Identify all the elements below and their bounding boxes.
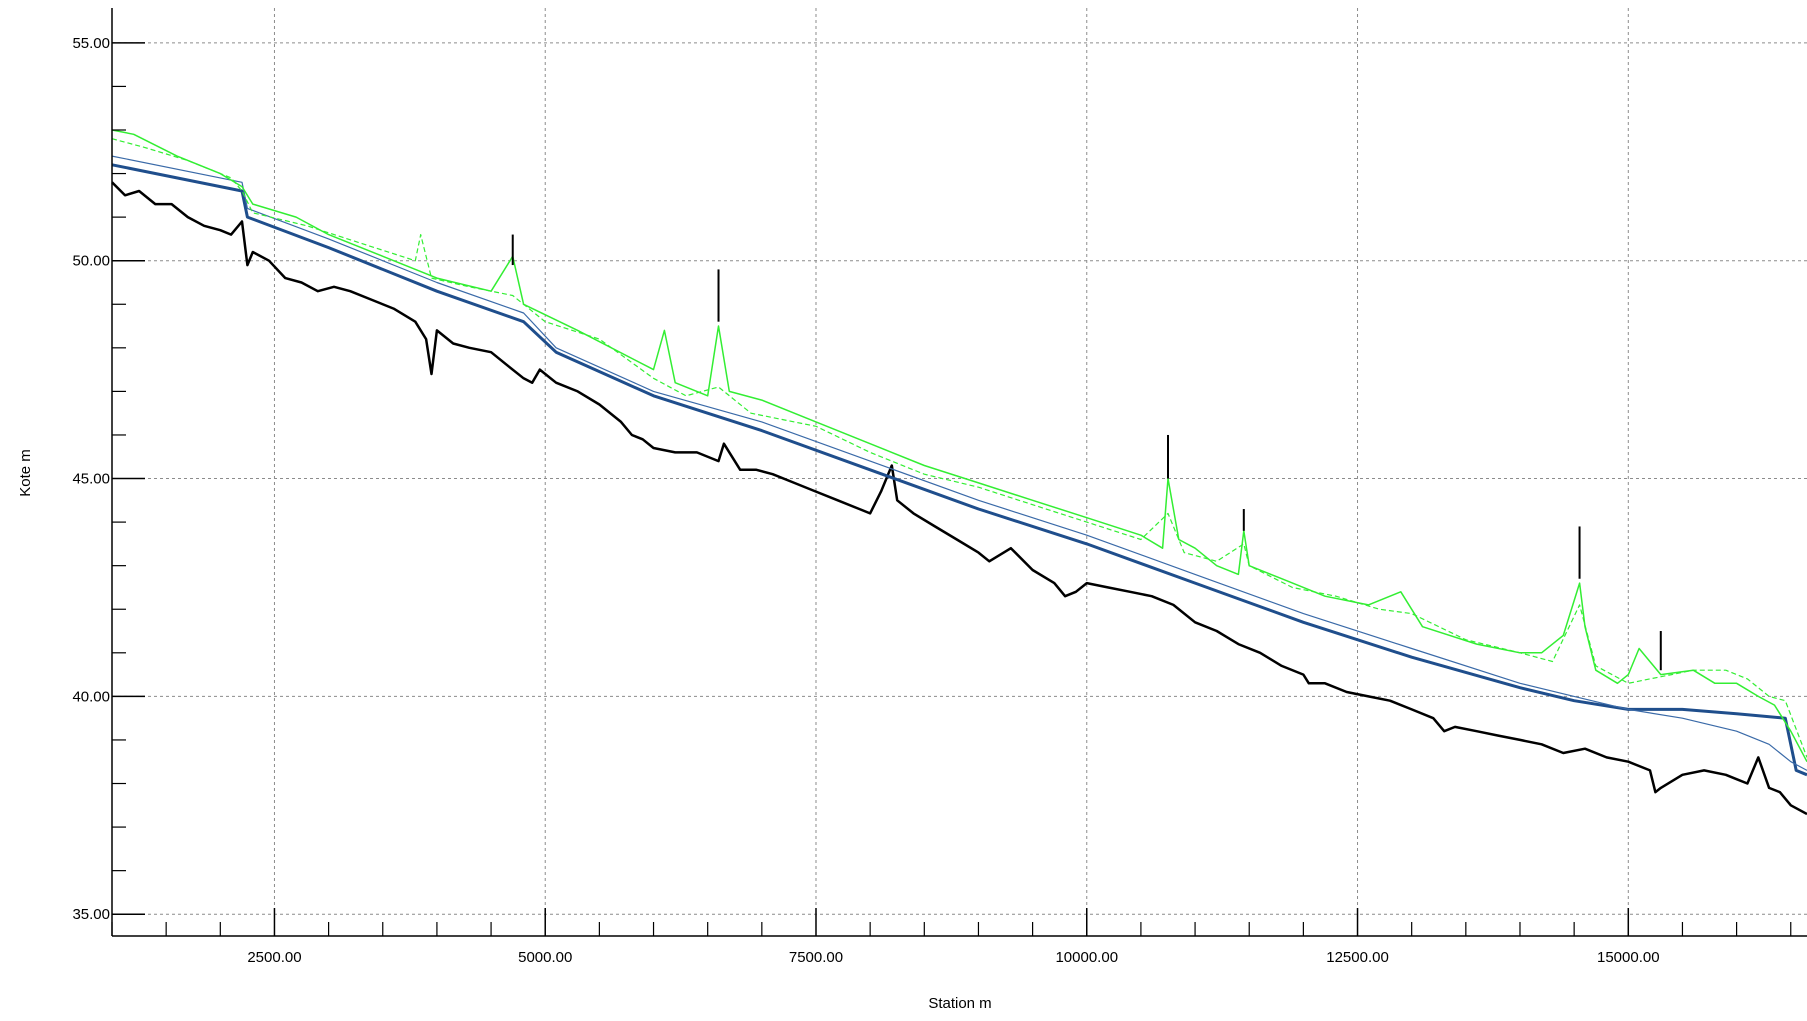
y-tick-label: 50.00 [72,253,110,270]
y-axis-title: Kote m [17,449,34,497]
series-spike [511,234,1662,671]
x-tick-label: 2500.00 [247,949,301,966]
series-water_thin [111,155,1807,771]
series-layer [111,129,1807,816]
series-bank_dashed [111,138,1807,758]
x-tick-label: 15000.00 [1597,949,1660,966]
x-tick-label: 7500.00 [789,949,843,966]
x-tick-label: 12500.00 [1326,949,1389,966]
y-tick-label: 35.00 [72,906,110,923]
x-tick-label: 5000.00 [518,949,572,966]
y-tick-label: 55.00 [72,35,110,52]
y-tick-label: 40.00 [72,688,110,705]
x-axis-title: Station m [928,995,991,1012]
axis-layer: 2500.00 5000.00 7500.00 10000.00 12500.00 150… [72,8,1807,966]
series-bed [111,181,1807,816]
series-water_main [111,163,1807,777]
x-tick-label: 10000.00 [1055,949,1118,966]
y-tick-label: 45.00 [72,471,110,488]
